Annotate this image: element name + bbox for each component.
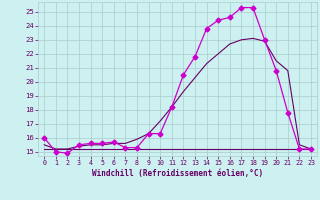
X-axis label: Windchill (Refroidissement éolien,°C): Windchill (Refroidissement éolien,°C) [92, 169, 263, 178]
